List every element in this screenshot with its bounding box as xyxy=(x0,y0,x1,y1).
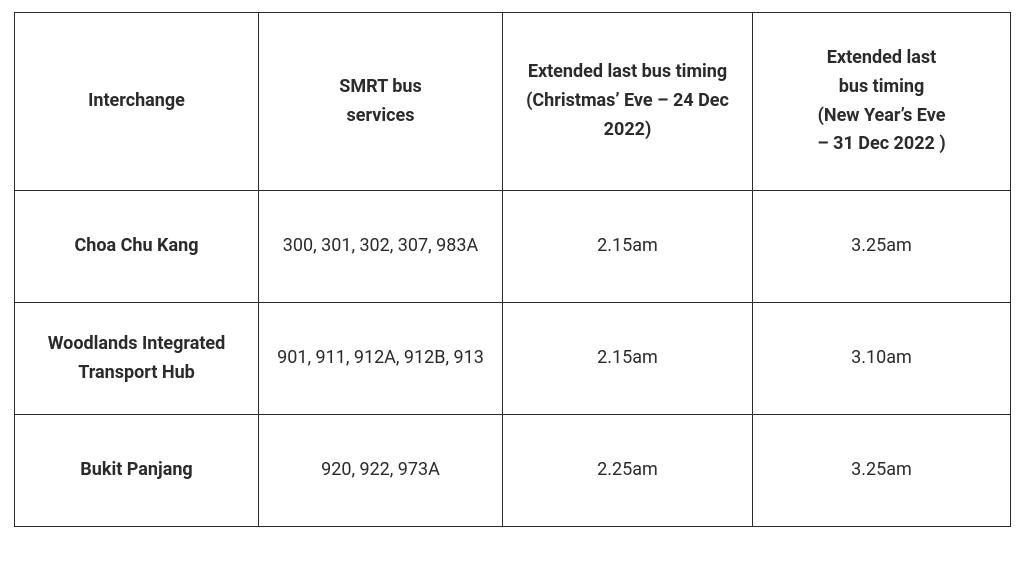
cell-interchange: Woodlands Integrated Transport Hub xyxy=(15,303,259,415)
col-header-interchange-line0: Interchange xyxy=(25,87,248,116)
table-header-row: Interchange SMRT bus services Extended l… xyxy=(15,13,1011,191)
col-header-xmas: Extended last bus timing (Christmas’ Eve… xyxy=(503,13,753,191)
col-header-interchange: Interchange xyxy=(15,13,259,191)
col-header-nye-line0: Extended last xyxy=(763,44,1000,73)
col-header-nye: Extended last bus timing (New Year’s Eve… xyxy=(753,13,1011,191)
col-header-services-line0: SMRT bus xyxy=(269,73,492,102)
bus-timing-table: Interchange SMRT bus services Extended l… xyxy=(14,12,1011,527)
table-row: Woodlands Integrated Transport Hub 901, … xyxy=(15,303,1011,415)
col-header-nye-line2: (New Year’s Eve xyxy=(763,102,1000,131)
col-header-xmas-line0: Extended last bus timing (Christmas’ Eve… xyxy=(513,58,742,144)
cell-nye-timing: 3.10am xyxy=(753,303,1011,415)
cell-nye-timing: 3.25am xyxy=(753,415,1011,527)
cell-interchange: Choa Chu Kang xyxy=(15,191,259,303)
col-header-nye-line3: – 31 Dec 2022 ) xyxy=(763,130,1000,159)
cell-interchange: Bukit Panjang xyxy=(15,415,259,527)
col-header-nye-line1: bus timing xyxy=(763,73,1000,102)
cell-nye-timing: 3.25am xyxy=(753,191,1011,303)
cell-xmas-timing: 2.25am xyxy=(503,415,753,527)
cell-services: 300, 301, 302, 307, 983A xyxy=(259,191,503,303)
cell-xmas-timing: 2.15am xyxy=(503,303,753,415)
col-header-services: SMRT bus services xyxy=(259,13,503,191)
col-header-services-line1: services xyxy=(269,102,492,131)
cell-services: 920, 922, 973A xyxy=(259,415,503,527)
table-row: Bukit Panjang 920, 922, 973A 2.25am 3.25… xyxy=(15,415,1011,527)
cell-xmas-timing: 2.15am xyxy=(503,191,753,303)
cell-services: 901, 911, 912A, 912B, 913 xyxy=(259,303,503,415)
table-row: Choa Chu Kang 300, 301, 302, 307, 983A 2… xyxy=(15,191,1011,303)
